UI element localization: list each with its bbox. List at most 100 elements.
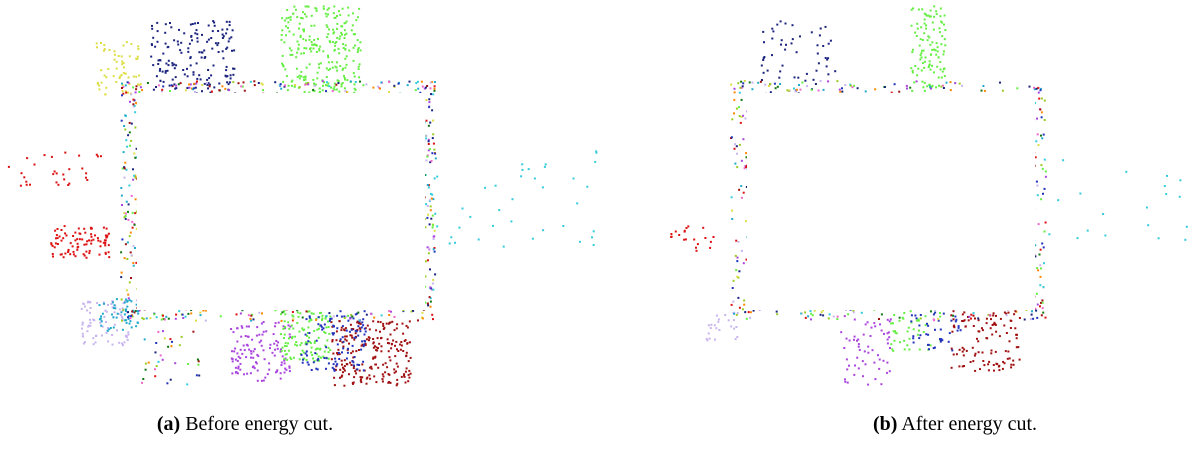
- hit: [96, 42, 98, 44]
- hit: [958, 365, 960, 367]
- hit: [777, 86, 779, 88]
- hit: [91, 236, 93, 238]
- hit: [387, 338, 389, 340]
- hit: [350, 80, 352, 82]
- hit: [425, 203, 427, 205]
- hit: [426, 99, 428, 101]
- hit: [105, 76, 107, 78]
- hit: [428, 101, 430, 103]
- hit: [922, 62, 924, 64]
- hit: [817, 53, 819, 55]
- hit: [129, 101, 131, 103]
- hit: [100, 318, 102, 320]
- hit: [124, 162, 126, 164]
- hit: [129, 122, 131, 124]
- hit: [231, 358, 233, 360]
- hit: [209, 84, 211, 86]
- hit: [709, 338, 711, 340]
- hit: [171, 341, 173, 343]
- hit: [785, 23, 787, 25]
- hit: [231, 350, 233, 352]
- hit: [736, 336, 738, 338]
- hit: [124, 257, 126, 259]
- hit: [741, 250, 743, 252]
- hit: [365, 83, 367, 85]
- hit: [360, 349, 362, 351]
- hit: [427, 246, 429, 248]
- hit: [929, 44, 931, 46]
- hit: [1031, 310, 1033, 312]
- hit: [336, 67, 338, 69]
- hit: [344, 58, 346, 60]
- hit: [961, 320, 963, 322]
- hit: [991, 334, 993, 336]
- hit: [312, 89, 314, 91]
- hit: [382, 323, 384, 325]
- hit: [1003, 325, 1005, 327]
- hit: [532, 238, 534, 240]
- hit: [737, 82, 739, 84]
- hit: [171, 345, 173, 347]
- hit: [34, 164, 36, 166]
- hit: [162, 359, 164, 361]
- hit: [281, 364, 283, 366]
- hit: [883, 333, 885, 335]
- hit: [366, 378, 368, 380]
- hit: [333, 6, 335, 8]
- hit: [302, 362, 304, 364]
- hit: [129, 320, 131, 322]
- hit: [415, 89, 417, 91]
- hit: [198, 74, 200, 76]
- hit: [86, 240, 88, 242]
- hit: [836, 318, 838, 320]
- hit: [281, 39, 283, 41]
- hit: [299, 23, 301, 25]
- hit: [970, 361, 972, 363]
- hit: [406, 343, 408, 345]
- hit: [422, 312, 424, 314]
- hit: [394, 329, 396, 331]
- hit: [328, 7, 330, 9]
- hit: [103, 44, 105, 46]
- hit: [115, 81, 117, 83]
- hit: [344, 37, 346, 39]
- hit: [311, 312, 313, 314]
- hit: [311, 347, 313, 349]
- hit: [963, 311, 965, 313]
- hit: [338, 358, 340, 360]
- hit: [362, 318, 364, 320]
- hit: [847, 382, 849, 384]
- hit: [253, 318, 255, 320]
- hit: [593, 230, 595, 232]
- hit: [348, 343, 350, 345]
- hit: [1007, 358, 1009, 360]
- hit: [346, 358, 348, 360]
- hit: [359, 327, 361, 329]
- hit: [402, 350, 404, 352]
- hit: [285, 354, 287, 356]
- hit: [760, 81, 762, 83]
- hit: [953, 318, 955, 320]
- hit: [304, 91, 306, 93]
- hit: [1010, 320, 1012, 322]
- hit: [431, 160, 433, 162]
- hit: [172, 79, 174, 81]
- hit: [1039, 305, 1041, 307]
- hit: [341, 364, 343, 366]
- hit: [86, 330, 88, 332]
- hit: [196, 37, 198, 39]
- hit: [927, 35, 929, 37]
- hit: [948, 341, 950, 343]
- hit: [125, 310, 127, 312]
- hit: [998, 369, 1000, 371]
- hit: [133, 175, 135, 177]
- hit: [937, 50, 939, 52]
- hit: [846, 368, 848, 370]
- hit: [226, 21, 228, 23]
- hit: [374, 356, 376, 358]
- hit: [292, 328, 294, 330]
- hit: [925, 28, 927, 30]
- hit: [920, 52, 922, 54]
- hit: [1014, 310, 1016, 312]
- hit: [937, 46, 939, 48]
